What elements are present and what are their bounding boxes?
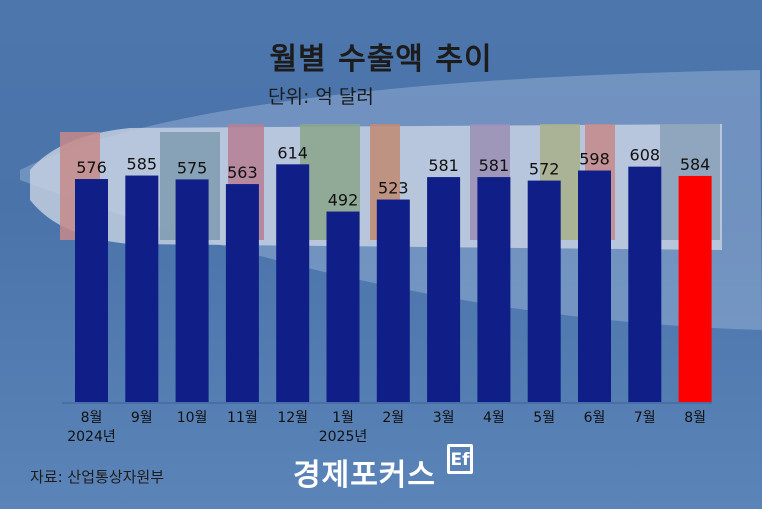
x-tick-label-13: 8월 (684, 410, 706, 426)
bar-2 (125, 175, 159, 402)
data-label-4: 563 (227, 163, 258, 182)
bar-5 (276, 164, 310, 402)
data-label-2: 585 (127, 155, 158, 174)
x-tick-label-4: 11월 (227, 410, 258, 426)
bar-1 (75, 179, 108, 402)
unit-label: 단위: 억 달러 (268, 86, 374, 108)
x-year-label-6: 2025년 (319, 429, 368, 445)
data-label-5: 614 (277, 143, 308, 162)
x-tick-label-9: 4월 (483, 410, 505, 426)
data-label-10: 572 (529, 160, 560, 179)
bar-11 (578, 170, 611, 402)
x-tick-label-1: 8월 (81, 410, 103, 426)
source-label: 자료: 산업통상자원부 (30, 468, 165, 486)
chart-title: 월별 수출액 추이 (269, 42, 493, 77)
data-label-11: 598 (579, 150, 610, 169)
x-tick-label-10: 5월 (533, 410, 555, 426)
bar-3 (175, 179, 209, 402)
brand-logo-text: 경제포커스 (293, 458, 436, 493)
data-label-7: 523 (378, 179, 409, 198)
brand-logo-mark-icon: Ef (447, 444, 473, 474)
x-tick-label-6: 1월 (332, 410, 354, 426)
data-label-13: 584 (680, 155, 711, 174)
data-label-9: 581 (479, 156, 510, 175)
bar-9 (477, 177, 511, 402)
bar-8 (427, 177, 461, 402)
bar-7 (376, 199, 410, 402)
x-tick-label-3: 10월 (177, 410, 208, 426)
bar-4 (225, 184, 259, 402)
x-tick-label-7: 2월 (382, 410, 404, 426)
x-tick-label-2: 9월 (131, 410, 153, 426)
bar-6 (326, 211, 360, 402)
bar-10 (527, 180, 561, 402)
x-year-label-1: 2024년 (67, 429, 116, 445)
x-tick-label-11: 6월 (584, 410, 606, 426)
x-tick-label-8: 3월 (433, 410, 455, 426)
x-tick-label-12: 7월 (634, 410, 656, 426)
data-label-1: 576 (76, 158, 107, 177)
bar-13 (678, 175, 712, 402)
data-label-3: 575 (177, 158, 208, 177)
bar-12 (628, 166, 662, 402)
data-label-8: 581 (428, 156, 459, 175)
data-label-6: 492 (328, 191, 359, 210)
data-label-12: 608 (630, 146, 661, 165)
x-tick-label-5: 12월 (277, 410, 308, 426)
